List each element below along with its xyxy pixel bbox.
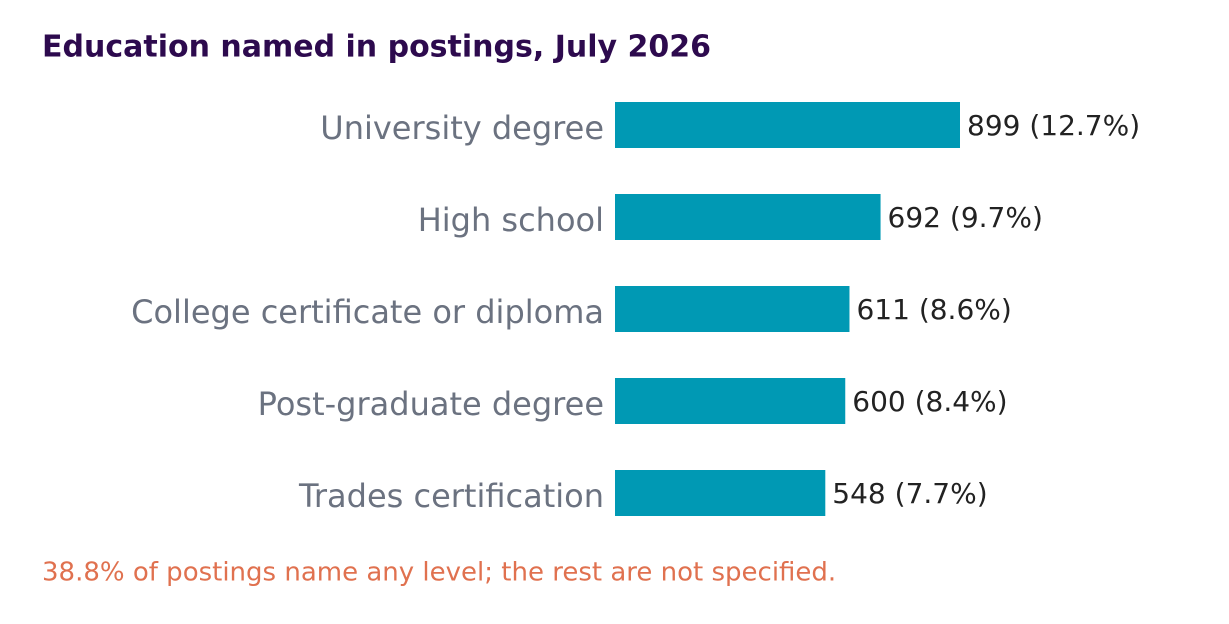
bar (615, 102, 960, 148)
bar (615, 470, 826, 516)
category-label: High school (418, 201, 604, 239)
value-label: 899 (12.7%) (967, 109, 1140, 142)
chart-note: 38.8% of postings name any level; the re… (42, 558, 836, 588)
value-label: 692 (9.7%) (888, 201, 1043, 234)
category-label: Post-graduate degree (258, 385, 604, 423)
category-label: University degree (320, 109, 604, 147)
category-label: College certificate or diploma (131, 293, 604, 331)
category-label: Trades certification (298, 477, 604, 515)
value-label: 548 (7.7%) (832, 477, 987, 510)
bar (615, 194, 881, 240)
chart-title: Education named in postings, July 2026 (42, 30, 711, 65)
bar (615, 378, 846, 424)
bar (615, 286, 850, 332)
value-label: 600 (8.4%) (852, 385, 1007, 418)
value-label: 611 (8.6%) (856, 293, 1011, 326)
